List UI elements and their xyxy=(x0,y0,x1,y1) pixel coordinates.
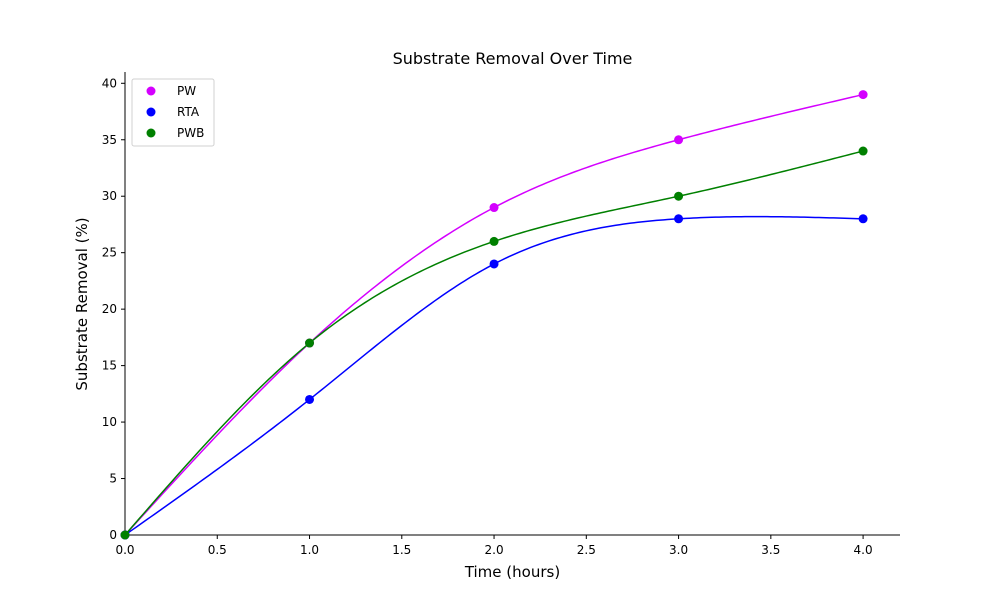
legend-marker-pwb xyxy=(146,128,156,138)
y-tick-label: 15 xyxy=(102,359,117,373)
x-tick-label: 3.5 xyxy=(761,543,780,557)
data-point-pw xyxy=(858,90,868,100)
plot-area: 0.0 0.5 1.0 1.5 2.0 2.5 3.0 3.5 4.0 0 5 10 15 20 25 30 3… xyxy=(102,72,900,557)
legend-label-pwb: PWB xyxy=(177,126,204,140)
legend-marker-pw xyxy=(146,86,156,96)
y-tick-label: 5 xyxy=(109,472,117,486)
data-point-rta xyxy=(489,259,499,269)
data-point-rta xyxy=(858,214,868,224)
chart-title: Substrate Removal Over Time xyxy=(393,49,633,68)
y-tick-label: 10 xyxy=(102,415,117,429)
data-point-pwb xyxy=(674,191,684,201)
x-tick-label: 2.5 xyxy=(577,543,596,557)
legend-marker-rta xyxy=(146,107,156,117)
x-tick-label: 0.0 xyxy=(115,543,134,557)
series-line-pw xyxy=(124,93,864,536)
y-tick-label: 25 xyxy=(102,246,117,260)
y-tick-label: 20 xyxy=(102,302,117,316)
legend-label-pw: PW xyxy=(177,84,196,98)
x-tick-label: 3.0 xyxy=(669,543,688,557)
x-axis-title: Time (hours) xyxy=(464,563,560,581)
data-point-pwb xyxy=(489,236,499,246)
data-point-pwb xyxy=(305,338,315,348)
y-tick-label: 30 xyxy=(102,189,117,203)
x-tick-label: 2.0 xyxy=(485,543,504,557)
data-point-pw xyxy=(489,203,499,213)
x-tick-label: 0.5 xyxy=(208,543,227,557)
y-tick-label: 40 xyxy=(102,76,117,90)
legend-label-rta: RTA xyxy=(177,105,200,119)
data-point-pwb xyxy=(120,530,130,540)
x-tick-label: 1.0 xyxy=(300,543,319,557)
data-point-pw xyxy=(674,135,684,145)
data-point-pwb xyxy=(858,146,868,156)
data-point-rta xyxy=(305,394,315,404)
y-tick-label: 35 xyxy=(102,133,117,147)
x-tick-label: 4.0 xyxy=(854,543,873,557)
data-point-rta xyxy=(674,214,684,224)
y-axis-title: Substrate Removal (%) xyxy=(73,217,91,390)
y-tick-label: 0 xyxy=(109,528,117,542)
x-tick-label: 1.5 xyxy=(392,543,411,557)
